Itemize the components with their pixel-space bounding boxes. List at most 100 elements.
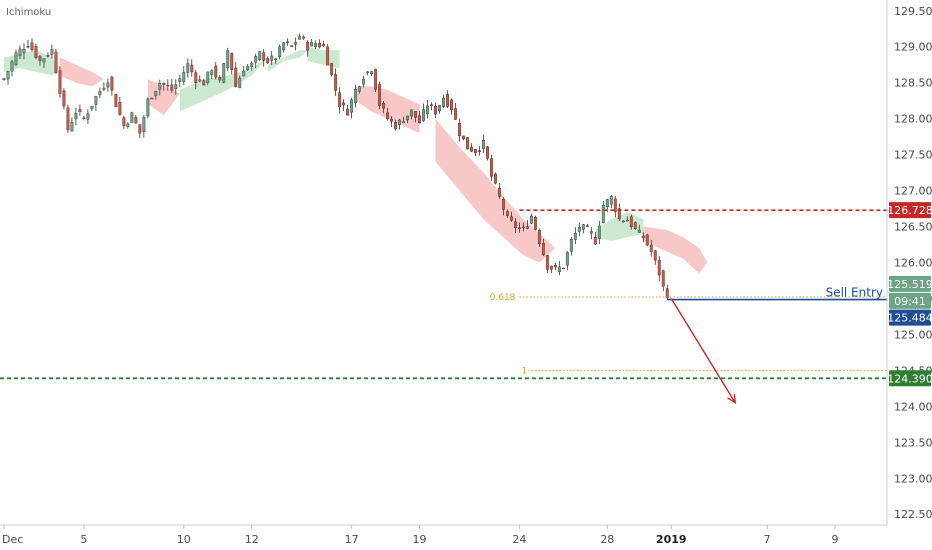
candle <box>366 71 370 76</box>
candle <box>306 39 310 57</box>
candle <box>138 124 142 139</box>
y-tick-label: 122.500 <box>894 508 932 521</box>
x-tick-label: 19 <box>413 533 427 546</box>
candle <box>653 249 657 265</box>
candle <box>402 116 405 124</box>
candle <box>621 220 625 223</box>
candle <box>170 79 174 93</box>
candle <box>533 215 537 231</box>
candle <box>486 145 489 161</box>
candle <box>462 135 465 141</box>
candle <box>2 78 6 81</box>
candle <box>414 110 417 123</box>
candle <box>18 45 22 60</box>
candle <box>342 99 346 112</box>
candle <box>22 43 26 60</box>
candle <box>90 105 94 112</box>
candle <box>190 59 194 77</box>
fib-label-0: 0.618 <box>490 293 516 303</box>
candle <box>130 111 134 123</box>
candle <box>589 227 593 240</box>
candle <box>202 78 206 86</box>
time-axis: Dec 5 10 12 17 19 24 28 2019 7 9 <box>2 525 839 546</box>
candle <box>274 57 278 64</box>
candle <box>122 115 126 130</box>
candle <box>398 118 401 130</box>
candle <box>454 103 457 121</box>
candle <box>434 102 437 118</box>
price-tags: 126.728 124.390 125.519 09:41 125.484 <box>887 202 932 387</box>
candle <box>362 75 366 88</box>
kumo-bear-7 <box>435 118 556 263</box>
candle <box>178 74 182 88</box>
candle <box>406 115 409 123</box>
candle <box>290 45 294 47</box>
candle <box>513 218 517 234</box>
candle <box>198 75 202 83</box>
entry-price-tag: 125.484 <box>887 309 932 326</box>
kumo-bull-0 <box>4 50 60 76</box>
candle <box>266 56 270 64</box>
candle <box>162 82 166 91</box>
candle <box>649 239 653 257</box>
candle <box>382 100 386 114</box>
svg-text:09:41: 09:41 <box>894 295 926 308</box>
candle <box>10 59 14 77</box>
candle <box>222 62 226 84</box>
candle <box>194 69 198 90</box>
candle <box>625 216 629 222</box>
candle <box>118 96 122 116</box>
candle <box>657 255 661 282</box>
candle <box>661 269 665 292</box>
y-tick-label: 127.500 <box>894 149 932 162</box>
candle <box>458 118 461 142</box>
candle <box>70 117 74 132</box>
candle <box>254 53 258 69</box>
candle <box>294 37 298 51</box>
kumo-bear-9 <box>643 226 708 274</box>
candle <box>238 75 242 89</box>
candle <box>126 122 130 129</box>
candle <box>94 95 98 112</box>
candle <box>54 49 58 74</box>
candle <box>641 232 645 243</box>
candle <box>482 134 485 153</box>
candle <box>42 58 46 68</box>
candle <box>422 103 425 123</box>
candle <box>234 62 238 88</box>
candle <box>230 52 234 75</box>
candle <box>174 79 178 95</box>
candle <box>490 154 493 182</box>
svg-text:125.519: 125.519 <box>887 278 932 291</box>
candle <box>418 110 421 124</box>
candle <box>442 94 445 109</box>
candle <box>529 213 533 225</box>
candle <box>30 38 34 52</box>
sell-entry-label: Sell Entry <box>826 286 883 300</box>
candle <box>210 69 214 80</box>
candle <box>326 43 330 66</box>
candle <box>206 71 210 86</box>
candle <box>665 284 669 301</box>
candle <box>6 70 10 85</box>
candle <box>102 82 106 92</box>
countdown-tag: 09:41 <box>889 292 931 309</box>
candle <box>585 223 589 227</box>
candle <box>250 61 254 71</box>
candle <box>298 33 302 40</box>
candle <box>466 137 469 150</box>
candle <box>346 104 350 116</box>
candle <box>394 119 397 131</box>
candle <box>350 97 354 119</box>
candle <box>38 55 42 66</box>
candle <box>549 265 553 274</box>
svg-text:124.390: 124.390 <box>887 372 932 385</box>
x-tick-label: 10 <box>177 533 191 546</box>
ichimoku-cloud <box>4 46 708 274</box>
candle <box>282 41 286 53</box>
candle <box>645 233 649 247</box>
candle <box>474 148 477 157</box>
candle <box>505 209 509 218</box>
